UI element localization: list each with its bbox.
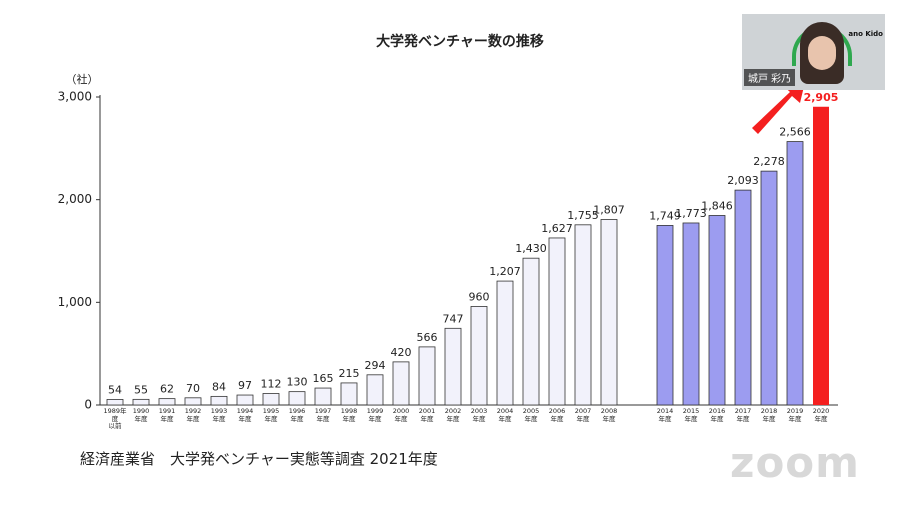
value-label: 84 <box>212 380 226 393</box>
x-tick-label: 2019 年度 <box>786 407 804 423</box>
x-tick-label: 2017 年度 <box>734 407 752 423</box>
value-label: 70 <box>186 382 200 395</box>
bar <box>236 394 254 406</box>
value-label: 294 <box>365 359 386 372</box>
bar <box>314 387 332 406</box>
value-label: 1,846 <box>701 199 733 212</box>
bar <box>656 225 674 406</box>
x-tick-label: 2002 年度 <box>444 407 462 423</box>
x-tick-label: 2001 年度 <box>418 407 436 423</box>
y-tick-label: 3,000 <box>58 90 92 104</box>
bar <box>760 170 778 406</box>
value-label: 2,278 <box>753 155 785 168</box>
bar <box>288 391 306 406</box>
bar <box>470 306 488 406</box>
value-label: 130 <box>287 376 308 389</box>
chart-title: 大学発ベンチャー数の推移 <box>376 33 544 50</box>
x-tick-label: 1993 年度 <box>210 407 228 423</box>
x-tick-label: 2003 年度 <box>470 407 488 423</box>
value-label: 165 <box>313 372 334 385</box>
bar <box>262 393 280 406</box>
source: 経済産業省 大学発ベンチャー実態等調査 2021年度 <box>80 450 438 468</box>
bar <box>392 361 410 406</box>
x-tick-label: 2015 年度 <box>682 407 700 423</box>
value-label: 1,627 <box>541 222 573 235</box>
bar <box>418 346 436 406</box>
value-label: 112 <box>261 378 282 391</box>
value-label: 55 <box>134 383 148 396</box>
bar <box>548 237 566 406</box>
value-label: 566 <box>417 331 438 344</box>
bar <box>158 398 176 406</box>
x-tick-label: 2006 年度 <box>548 407 566 423</box>
bar <box>522 257 540 406</box>
value-label: 215 <box>339 367 360 380</box>
x-tick-label: 1994 年度 <box>236 407 254 423</box>
bar <box>600 219 618 406</box>
bar <box>444 327 462 406</box>
value-label: 1,807 <box>593 203 625 216</box>
x-tick-label: 1998 年度 <box>340 407 358 423</box>
bar <box>813 106 829 406</box>
value-label: 1,773 <box>675 207 707 220</box>
bar <box>574 224 592 406</box>
video-thumbnail: ano Kido 城戸 彩乃 <box>742 14 885 90</box>
value-label: 1,755 <box>567 209 599 222</box>
bar <box>496 280 514 406</box>
bar <box>106 399 124 406</box>
bar <box>786 141 804 406</box>
x-tick-label: 1992 年度 <box>184 407 202 423</box>
x-tick-label: 2018 年度 <box>760 407 778 423</box>
x-tick-label: 2020 年度 <box>812 407 830 423</box>
value-label: 1,749 <box>649 209 681 222</box>
x-tick-label: 1990 年度 <box>132 407 150 423</box>
x-tick-label: 1999 年度 <box>366 407 384 423</box>
x-tick-label: 1991 年度 <box>158 407 176 423</box>
bar <box>184 397 202 406</box>
value-label: 1,207 <box>489 265 521 278</box>
arrow <box>752 78 806 134</box>
y-unit: （社） <box>66 72 99 86</box>
participant-name: 城戸 彩乃 <box>744 69 796 86</box>
x-tick-label: 2016 年度 <box>708 407 726 423</box>
value-label: 2,905 <box>804 91 839 104</box>
x-tick-label: 2014 年度 <box>656 407 674 423</box>
y-tick-label: 1,000 <box>58 295 92 309</box>
bar <box>210 395 228 406</box>
x-tick-label: 1997 年度 <box>314 407 332 423</box>
value-label: 62 <box>160 383 174 396</box>
x-tick-label: 2005 年度 <box>522 407 540 423</box>
bar <box>366 374 384 406</box>
value-label: 420 <box>391 346 412 359</box>
value-label: 960 <box>469 290 490 303</box>
x-tick-label: 1996 年度 <box>288 407 306 423</box>
value-label: 2,093 <box>727 174 759 187</box>
bar <box>132 398 150 406</box>
x-tick-label: 2004 年度 <box>496 407 514 423</box>
x-tick-label: 2007 年度 <box>574 407 592 423</box>
bar <box>682 222 700 406</box>
bar <box>708 215 726 406</box>
zoom-watermark: zoom <box>730 438 860 487</box>
bar <box>734 189 752 406</box>
y-tick-label: 0 <box>84 398 92 412</box>
y-tick-label: 2,000 <box>58 192 92 206</box>
x-tick-label: 1989年 度 以前 <box>103 407 127 430</box>
video-tag: ano Kido <box>848 30 883 38</box>
x-tick-label: 1995 年度 <box>262 407 280 423</box>
value-label: 1,430 <box>515 242 547 255</box>
value-label: 747 <box>443 312 464 325</box>
value-label: 2,566 <box>779 126 811 139</box>
x-tick-label: 2008 年度 <box>600 407 618 423</box>
value-label: 97 <box>238 379 252 392</box>
bar <box>340 382 358 406</box>
x-tick-label: 2000 年度 <box>392 407 410 423</box>
value-label: 54 <box>108 383 122 396</box>
